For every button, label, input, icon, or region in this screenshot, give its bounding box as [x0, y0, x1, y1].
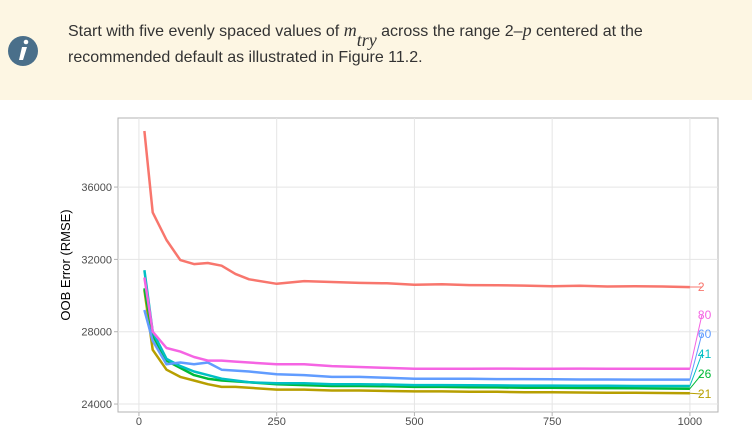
label-leader — [689, 314, 703, 369]
y-tick-label: 24000 — [81, 399, 112, 411]
math-m: m — [344, 20, 357, 40]
series-line — [143, 270, 690, 388]
series-label: 26 — [698, 367, 712, 381]
x-tick-label: 250 — [267, 416, 285, 428]
tip-text: Start with five evenly spaced values of — [68, 23, 344, 40]
series-line — [143, 288, 690, 390]
x-tick-label: 1000 — [678, 416, 702, 428]
series-line — [143, 309, 690, 381]
math-p: p — [521, 20, 532, 40]
tip-text: centered at the — [532, 23, 643, 40]
label-leader — [689, 353, 703, 387]
math-sub: try — [357, 30, 377, 50]
y-tick-label: 32000 — [81, 254, 112, 266]
series-label: 60 — [698, 327, 712, 341]
tip-text: across the range 2– — [377, 23, 523, 40]
series-label: 2 — [698, 280, 705, 294]
x-tick-label: 750 — [543, 416, 561, 428]
series-label: 80 — [698, 308, 712, 322]
series-label: 41 — [698, 347, 712, 361]
tip-line-1: Start with five evenly spaced values of … — [68, 20, 643, 50]
label-leader — [689, 373, 703, 389]
y-axis-title: OOB Error (RMSE) — [58, 209, 73, 320]
series-label: 21 — [698, 387, 712, 401]
x-tick-label: 500 — [405, 416, 423, 428]
series-line — [143, 130, 690, 289]
y-tick-label: 36000 — [81, 182, 112, 194]
x-tick-label: 0 — [136, 416, 142, 428]
y-tick-label: 28000 — [81, 327, 112, 339]
series-line — [143, 277, 690, 371]
tip-line-2: recommended default as illustrated in Fi… — [68, 49, 423, 66]
label-leader — [689, 392, 702, 395]
label-leader — [689, 333, 703, 380]
tip-icon — [8, 36, 38, 66]
series-line — [143, 289, 690, 395]
tip-box — [0, 0, 752, 100]
